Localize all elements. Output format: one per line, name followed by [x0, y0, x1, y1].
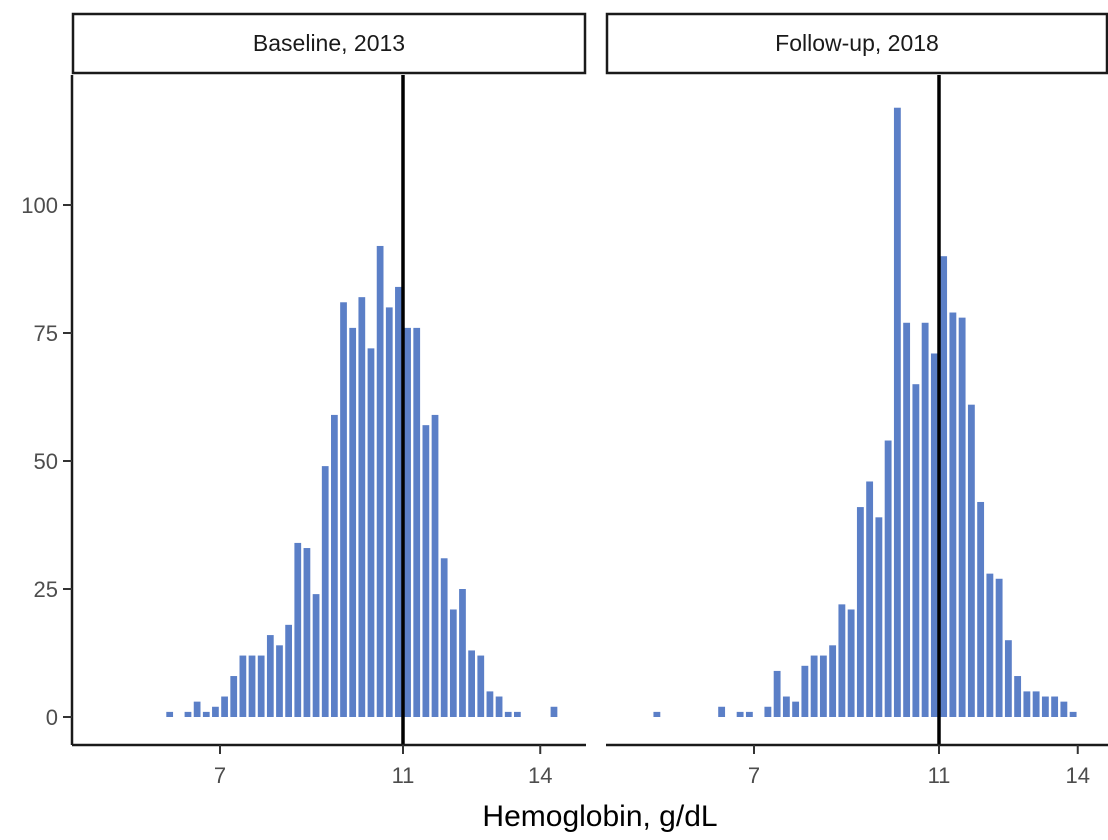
- x-tick-label: 11: [928, 763, 951, 788]
- histogram-bar: [653, 711, 661, 717]
- histogram-bar: [166, 711, 174, 717]
- histogram-bar: [468, 650, 475, 717]
- histogram-bar: [995, 578, 1003, 717]
- histogram-bar: [893, 107, 901, 718]
- histogram-bar: [884, 440, 892, 717]
- histogram-bar: [385, 307, 393, 717]
- histogram-bar: [514, 711, 521, 717]
- histogram-bar: [239, 655, 247, 717]
- x-tick-label: 14: [1066, 763, 1090, 788]
- histogram-bar: [856, 507, 864, 717]
- y-tick-label: 25: [34, 577, 58, 602]
- histogram-bar: [903, 322, 911, 717]
- panel-1-strip: [71, 12, 587, 75]
- histogram-bar: [1069, 711, 1077, 717]
- histogram-bar: [431, 414, 439, 717]
- histogram-bar: [440, 558, 448, 717]
- histogram-bar: [413, 327, 421, 717]
- histogram-bar: [1014, 676, 1022, 717]
- histogram-bar: [358, 297, 366, 717]
- histogram-bar: [340, 302, 347, 717]
- histogram-bar: [1004, 640, 1012, 717]
- histogram-bar: [404, 327, 411, 717]
- histogram-bar: [801, 665, 809, 717]
- histogram-bar: [422, 425, 430, 717]
- histogram-bar: [1051, 696, 1059, 717]
- histogram-bar: [257, 655, 265, 717]
- histogram-bar: [838, 604, 846, 717]
- x-tick-label: 7: [214, 763, 226, 788]
- histogram-bar: [1041, 696, 1049, 717]
- y-tick-label: 75: [34, 321, 58, 346]
- x-axis-title: Hemoglobin, g/dL: [482, 800, 717, 833]
- histogram-bar: [184, 711, 192, 717]
- histogram-bar: [875, 517, 883, 717]
- y-tick-label: 100: [21, 193, 58, 218]
- histogram-bar: [331, 414, 338, 717]
- histogram-bar: [285, 624, 292, 717]
- panel-2-strip: [605, 12, 1108, 75]
- histogram-bar: [745, 711, 753, 717]
- histogram-bar: [977, 501, 985, 717]
- histogram-bar: [782, 696, 790, 717]
- histogram-bar: [764, 706, 772, 717]
- histogram-bar: [248, 655, 256, 717]
- histogram-bar: [202, 711, 210, 717]
- histogram-bar: [376, 245, 384, 717]
- histogram-bar: [819, 655, 827, 717]
- x-tick-label: 14: [528, 763, 552, 788]
- histogram-bar: [810, 655, 818, 717]
- histogram-bar: [221, 696, 228, 717]
- histogram-bar: [1032, 691, 1040, 717]
- histogram-bar: [912, 384, 920, 717]
- histogram-bar: [312, 594, 320, 717]
- histogram-bar: [949, 312, 957, 717]
- panel-1-title: Baseline, 2013: [253, 30, 405, 56]
- histogram-bar: [1023, 691, 1031, 717]
- histogram-bar: [940, 256, 948, 717]
- histogram-bar: [773, 670, 781, 717]
- histogram-bar: [792, 701, 800, 717]
- histogram-bar: [930, 353, 938, 717]
- histogram-bar: [367, 348, 375, 717]
- histogram-bar: [921, 322, 929, 717]
- histogram-bar: [193, 701, 201, 717]
- histogram-bar: [303, 548, 311, 717]
- histogram-bar: [459, 589, 466, 717]
- histogram-bar: [736, 711, 744, 717]
- histogram-bar: [718, 706, 726, 717]
- y-tick-label: 50: [34, 449, 58, 474]
- histogram-bar: [449, 609, 457, 717]
- x-tick-label: 11: [392, 763, 415, 788]
- histogram-bar: [266, 635, 274, 717]
- histogram-bar: [986, 573, 994, 717]
- histogram-bar: [829, 645, 837, 717]
- histogram-bar: [395, 286, 402, 717]
- histogram-bar: [230, 676, 238, 717]
- histogram-bar: [1060, 701, 1068, 717]
- histogram-bar: [967, 404, 975, 717]
- histogram-bar: [958, 317, 966, 717]
- histogram-bar: [276, 645, 283, 717]
- histogram-bar: [294, 542, 302, 717]
- histogram-bar: [866, 481, 874, 717]
- histogram-bar: [349, 327, 357, 717]
- histogram-bar: [212, 706, 219, 717]
- histogram-bar: [486, 691, 494, 717]
- histogram-bar: [847, 609, 855, 717]
- y-tick-label: 0: [46, 705, 58, 730]
- histogram-bar: [477, 655, 485, 717]
- histogram-bar: [495, 696, 503, 717]
- histogram-bar: [550, 706, 558, 717]
- histogram-bar: [504, 711, 512, 717]
- histogram-bar: [321, 466, 329, 717]
- panel-2-title: Follow-up, 2018: [775, 30, 939, 56]
- x-tick-label: 7: [748, 763, 760, 788]
